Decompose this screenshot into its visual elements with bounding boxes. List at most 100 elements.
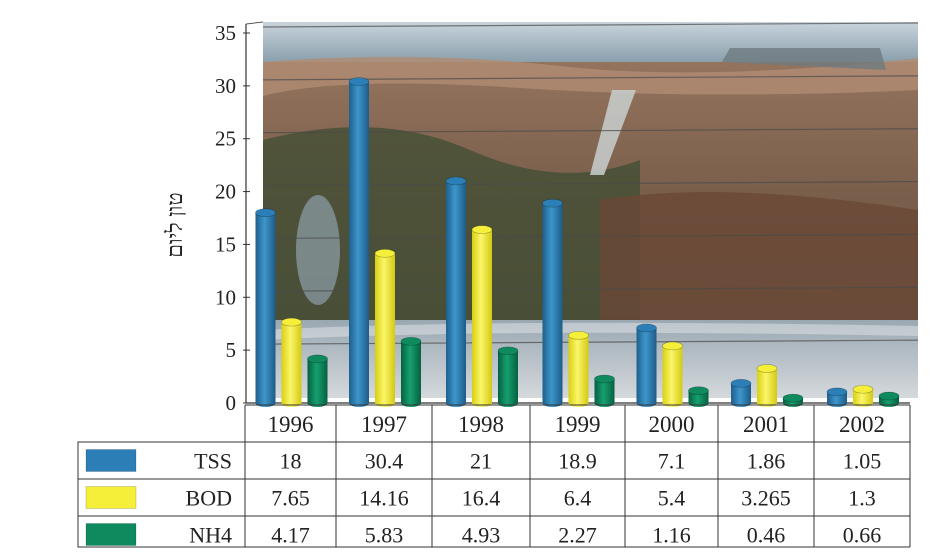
legend-swatch-NH4 (85, 523, 137, 546)
bar-top (878, 391, 900, 401)
legend-swatch-TSS (85, 449, 137, 472)
y-tick-label: 20 (215, 180, 236, 204)
y-axis-title: טון ליום (162, 192, 187, 257)
data-label: 21 (470, 449, 492, 474)
bar-base (281, 399, 302, 407)
bar-body (446, 181, 466, 403)
bar-TSS-1996 (255, 208, 276, 407)
data-label: 1.3 (848, 486, 876, 511)
gridline (262, 128, 919, 134)
bar-NH4-1998 (497, 346, 519, 407)
wall-edge (245, 21, 264, 25)
data-label: 5.4 (658, 486, 686, 511)
legend-label-BOD: BOD (186, 486, 232, 511)
data-label: 1.05 (843, 449, 882, 474)
bar-TSS-1997 (348, 77, 370, 407)
bar-body (349, 81, 369, 403)
bar-body (255, 212, 276, 403)
bar-top (374, 249, 396, 258)
bar-body (594, 379, 615, 403)
bar-top (636, 323, 657, 333)
data-label: 16.4 (462, 486, 501, 511)
data-label: 7.1 (658, 449, 686, 474)
bar-TSS-2002 (826, 387, 848, 407)
bar-body (757, 368, 777, 403)
data-label: 7.65 (271, 486, 310, 511)
y-tick-label: 35 (215, 21, 236, 45)
bar-top (542, 198, 563, 208)
data-label: 0.66 (843, 523, 882, 548)
bar-TSS-1998 (445, 176, 467, 407)
data-label: 30.4 (365, 449, 404, 474)
bar-NH4-1997 (400, 337, 422, 407)
bar-body (498, 350, 518, 403)
bar-top (400, 337, 422, 346)
bar-base (662, 399, 683, 407)
bar-body (827, 391, 847, 403)
data-table: 1996 1997 1998 1999 2000 2001 2002 TSS 18 30.4 21 1… (77, 404, 911, 548)
bar-BOD-1999 (568, 331, 589, 407)
y-tick-label: 10 (215, 285, 236, 309)
bar-base (472, 399, 492, 407)
bar-top (730, 379, 752, 388)
gridline (262, 22, 919, 28)
y-tick-label: 5 (226, 338, 237, 362)
bar-base (827, 399, 847, 407)
bar-top (826, 387, 848, 397)
data-label: 18 (280, 449, 302, 474)
bar-top (568, 331, 589, 340)
bar-base (498, 399, 518, 407)
bar-base (594, 399, 615, 407)
bar-BOD-1998 (471, 225, 493, 407)
bar-top (756, 364, 778, 373)
bar-base (401, 399, 421, 407)
x-tick-label: 1998 (458, 412, 504, 437)
legend-label-TSS: TSS (194, 449, 232, 474)
bar-top (307, 354, 328, 364)
bar-top (281, 317, 302, 327)
bars (255, 77, 900, 407)
data-label: 5.83 (365, 523, 404, 548)
bar-top (688, 386, 709, 396)
data-label: 0.46 (747, 523, 786, 548)
data-label: 1.16 (652, 523, 691, 548)
gridline (262, 233, 919, 240)
gridline (262, 75, 919, 81)
data-label: 1.86 (747, 449, 786, 474)
bar-BOD-2001 (756, 364, 778, 407)
y-tick-label: 0 (226, 391, 237, 415)
y-tick-label: 25 (215, 127, 236, 151)
bar-NH4-1999 (594, 374, 615, 407)
data-label: 6.4 (564, 486, 592, 511)
y-tick-label: 15 (215, 232, 236, 256)
gridlines (262, 22, 919, 345)
bar-body (281, 322, 302, 403)
bar-TSS-2001 (730, 379, 752, 407)
x-tick-label: 2000 (649, 412, 695, 437)
bar-base (542, 399, 563, 407)
bar-base (307, 399, 328, 407)
bar-base (688, 399, 709, 407)
x-tick-label: 2001 (743, 412, 789, 437)
bar-base (255, 399, 276, 407)
bar-BOD-2000 (662, 341, 683, 407)
gridline (262, 339, 919, 345)
legend-swatch-BOD (85, 486, 137, 509)
bar-NH4-2000 (688, 386, 709, 407)
x-tick-label: 1996 (268, 412, 314, 437)
bar-base (349, 399, 369, 407)
bar-body (401, 341, 421, 403)
bar-base (446, 399, 466, 407)
bar-BOD-2002 (852, 384, 874, 407)
x-tick-label: 2002 (839, 412, 885, 437)
data-label: 3.265 (741, 486, 791, 511)
bar-top (594, 374, 615, 384)
bar-top (662, 341, 683, 351)
bar-body (307, 358, 328, 403)
bar-top (471, 225, 493, 234)
y-tick-label: 30 (215, 74, 236, 98)
bar-body (375, 253, 395, 403)
bar-NH4-1996 (307, 354, 328, 407)
